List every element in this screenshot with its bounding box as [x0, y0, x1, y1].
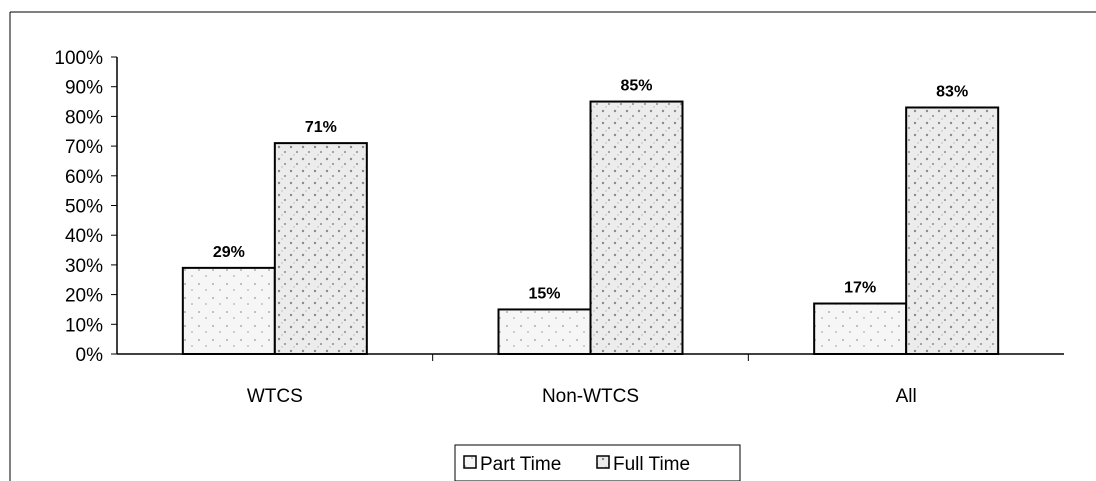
y-tick-label: 60%: [65, 167, 103, 188]
bar-full-time: [589, 100, 684, 355]
data-label-full-time: 83%: [936, 83, 968, 100]
y-tick-label: 90%: [65, 78, 103, 99]
data-label-part-time: 15%: [528, 285, 560, 302]
bar-part-time: [181, 266, 276, 355]
data-label-part-time: 29%: [213, 244, 245, 261]
y-tick-label: 40%: [65, 226, 103, 247]
category-label: All: [896, 386, 917, 407]
y-tick-label: 50%: [65, 197, 103, 218]
bar-full-time: [273, 142, 368, 355]
y-tick-label: 80%: [65, 107, 103, 128]
data-label-full-time: 71%: [305, 119, 337, 136]
y-tick-label: 30%: [65, 256, 103, 277]
category-label: Non-WTCS: [542, 386, 639, 407]
legend: Part Time Full Time: [454, 444, 741, 481]
y-tick-label: 100%: [54, 48, 103, 69]
y-tick-label: 70%: [65, 137, 103, 158]
data-label-part-time: 17%: [844, 280, 876, 297]
legend-swatch-full-time: [596, 455, 610, 469]
y-tick-label: 20%: [65, 286, 103, 307]
data-label-full-time: 85%: [620, 78, 652, 95]
bar-full-time: [905, 106, 1000, 355]
bar-part-time: [497, 308, 592, 356]
y-tick-label: 10%: [65, 315, 103, 336]
y-tick-label: 0%: [76, 345, 104, 366]
legend-label-part-time: Part Time: [480, 454, 561, 475]
legend-label-full-time: Full Time: [613, 454, 690, 475]
bar-part-time: [813, 302, 908, 356]
category-label: WTCS: [247, 386, 303, 407]
legend-swatch-part-time: [463, 455, 477, 469]
